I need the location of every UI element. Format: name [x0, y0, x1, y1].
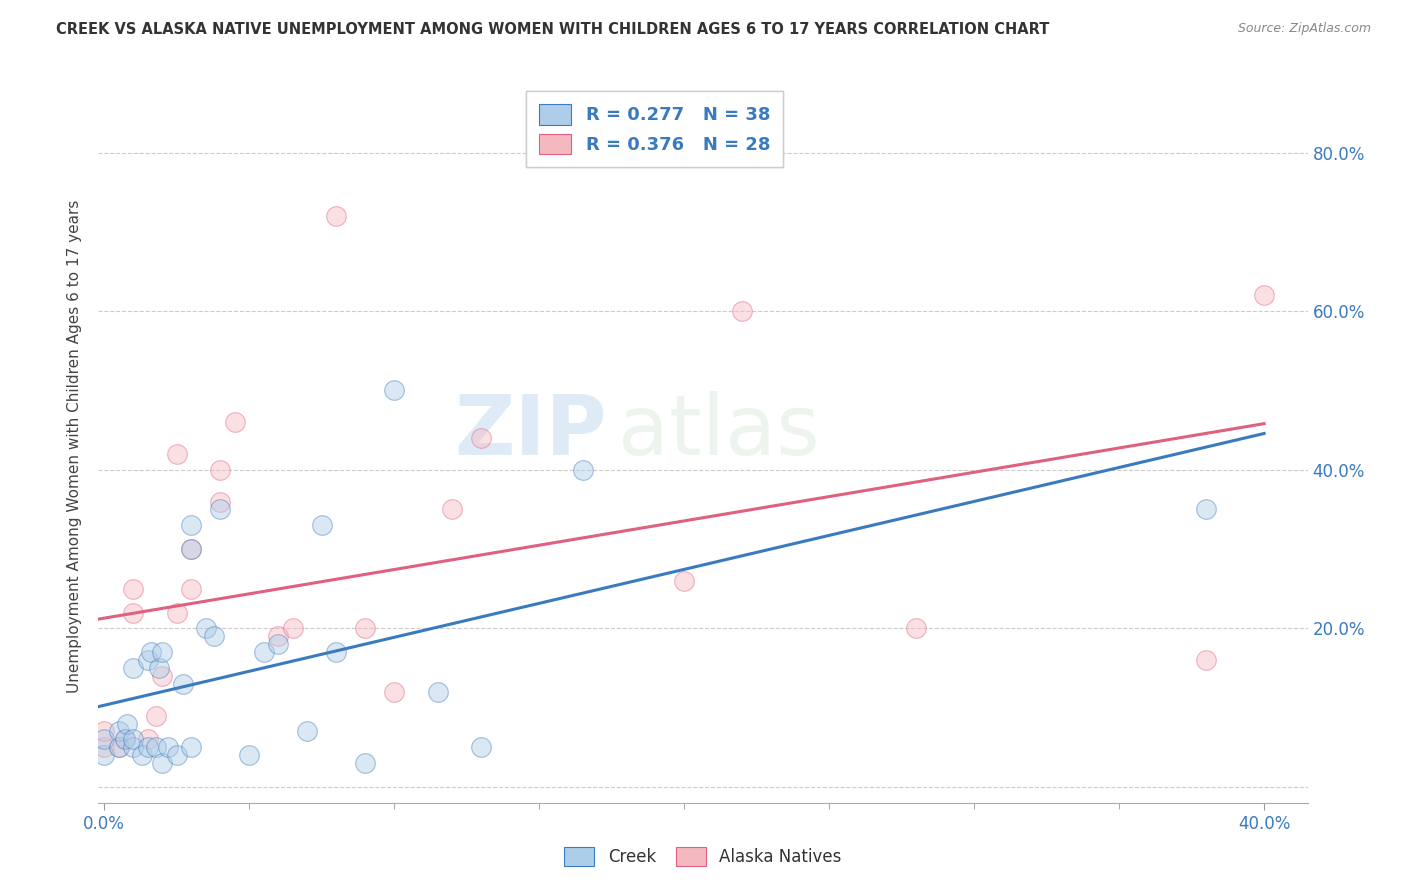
- Point: [156, 740, 179, 755]
- Point: [426, 685, 449, 699]
- Point: [1195, 502, 1218, 516]
- Point: [150, 645, 173, 659]
- Point: [145, 708, 167, 723]
- Point: [354, 621, 377, 635]
- Point: [131, 748, 153, 763]
- Point: [267, 637, 290, 651]
- Point: [571, 463, 593, 477]
- Point: [209, 463, 232, 477]
- Point: [209, 494, 232, 508]
- Point: [114, 732, 136, 747]
- Point: [166, 748, 188, 763]
- Point: [136, 653, 159, 667]
- Point: [209, 502, 232, 516]
- Point: [180, 542, 202, 557]
- Point: [172, 677, 194, 691]
- Point: [382, 384, 405, 398]
- Point: [166, 606, 188, 620]
- Point: [122, 732, 145, 747]
- Point: [166, 447, 188, 461]
- Point: [122, 661, 145, 675]
- Point: [145, 740, 167, 755]
- Text: Source: ZipAtlas.com: Source: ZipAtlas.com: [1237, 22, 1371, 36]
- Point: [354, 756, 377, 771]
- Point: [180, 542, 202, 557]
- Point: [93, 724, 115, 739]
- Text: atlas: atlas: [619, 392, 820, 472]
- Point: [180, 740, 202, 755]
- Point: [93, 740, 115, 755]
- Point: [148, 661, 170, 675]
- Point: [224, 415, 246, 429]
- Point: [117, 716, 139, 731]
- Point: [470, 740, 492, 755]
- Y-axis label: Unemployment Among Women with Children Ages 6 to 17 years: Unemployment Among Women with Children A…: [67, 199, 83, 693]
- Point: [122, 606, 145, 620]
- Point: [441, 502, 464, 516]
- Point: [122, 582, 145, 596]
- Point: [1253, 288, 1275, 302]
- Point: [311, 518, 333, 533]
- Point: [382, 685, 405, 699]
- Point: [114, 732, 136, 747]
- Point: [238, 748, 260, 763]
- Point: [150, 669, 173, 683]
- Point: [180, 582, 202, 596]
- Legend: Creek, Alaska Natives: Creek, Alaska Natives: [555, 838, 851, 875]
- Point: [93, 748, 115, 763]
- Point: [470, 431, 492, 445]
- Point: [673, 574, 696, 588]
- Point: [122, 740, 145, 755]
- Legend: R = 0.277   N = 38, R = 0.376   N = 28: R = 0.277 N = 38, R = 0.376 N = 28: [526, 91, 783, 167]
- Point: [905, 621, 928, 635]
- Point: [267, 629, 290, 643]
- Point: [194, 621, 217, 635]
- Point: [107, 724, 129, 739]
- Point: [731, 304, 754, 318]
- Point: [180, 518, 202, 533]
- Point: [107, 740, 129, 755]
- Point: [136, 732, 159, 747]
- Text: CREEK VS ALASKA NATIVE UNEMPLOYMENT AMONG WOMEN WITH CHILDREN AGES 6 TO 17 YEARS: CREEK VS ALASKA NATIVE UNEMPLOYMENT AMON…: [56, 22, 1050, 37]
- Point: [136, 740, 159, 755]
- Point: [107, 740, 129, 755]
- Point: [325, 209, 347, 223]
- Point: [325, 645, 347, 659]
- Text: ZIP: ZIP: [454, 392, 606, 472]
- Point: [253, 645, 276, 659]
- Point: [202, 629, 225, 643]
- Point: [1195, 653, 1218, 667]
- Point: [281, 621, 304, 635]
- Point: [150, 756, 173, 771]
- Point: [93, 732, 115, 747]
- Point: [139, 645, 162, 659]
- Point: [295, 724, 318, 739]
